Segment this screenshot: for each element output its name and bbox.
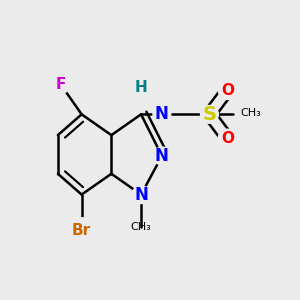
Circle shape (218, 82, 236, 100)
Circle shape (52, 76, 70, 94)
Text: N: N (155, 147, 169, 165)
Circle shape (153, 105, 171, 123)
Circle shape (132, 186, 150, 203)
Text: O: O (221, 130, 234, 146)
Text: Br: Br (72, 223, 91, 238)
Circle shape (200, 105, 218, 123)
Text: N: N (155, 105, 169, 123)
Text: S: S (202, 105, 216, 124)
Text: CH₃: CH₃ (241, 108, 261, 118)
Circle shape (69, 218, 94, 243)
Text: F: F (56, 77, 66, 92)
Text: O: O (221, 83, 234, 98)
Circle shape (153, 147, 171, 165)
Circle shape (218, 129, 236, 147)
Text: CH₃: CH₃ (131, 222, 152, 232)
Text: N: N (134, 186, 148, 204)
Text: H: H (135, 80, 148, 95)
